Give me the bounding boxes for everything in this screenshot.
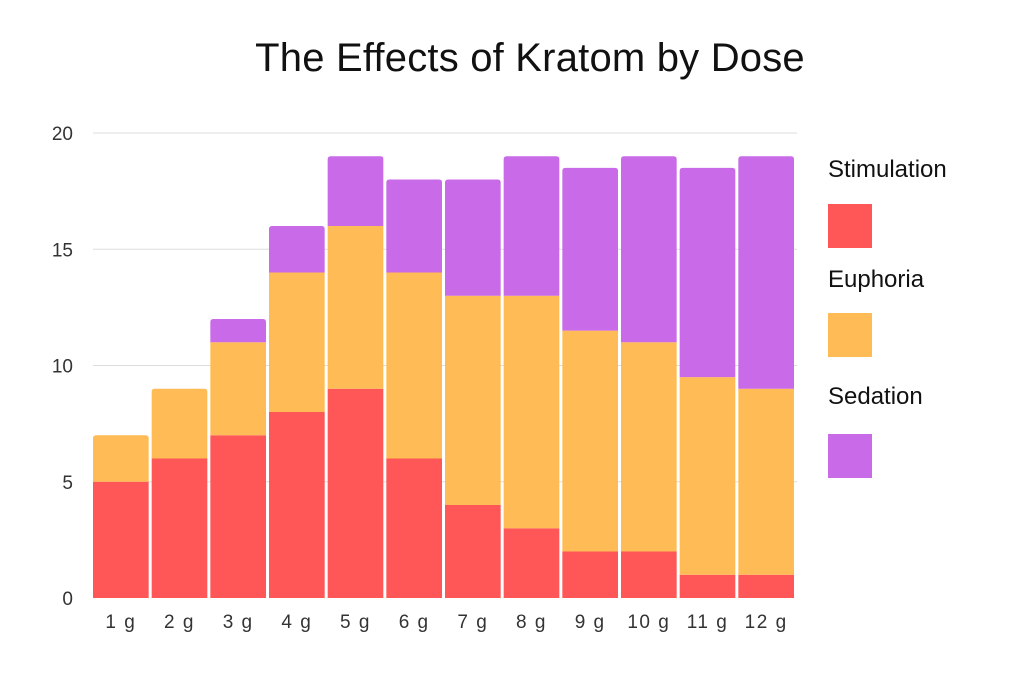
x-tick-label: 9 g bbox=[575, 612, 606, 633]
bar-segment-euphoria-8g bbox=[503, 295, 560, 529]
bar-segment-euphoria-9g bbox=[562, 330, 618, 552]
y-tick-label: 15 bbox=[52, 240, 73, 261]
bar-segment-stimulation-8g bbox=[503, 528, 560, 598]
bar-segment-stimulation-3g bbox=[210, 435, 266, 598]
x-tick-label: 5 g bbox=[340, 612, 371, 633]
y-tick-label: 10 bbox=[52, 357, 73, 378]
bar-segment-sedation-3g bbox=[210, 319, 266, 343]
bar-segment-sedation-8g bbox=[503, 156, 560, 296]
bar-segment-sedation-6g bbox=[386, 179, 442, 273]
bar-segment-euphoria-4g bbox=[269, 272, 325, 412]
bar-segment-sedation-5g bbox=[327, 156, 384, 226]
x-tick-label: 6 g bbox=[399, 612, 430, 633]
y-tick-label: 20 bbox=[52, 124, 73, 145]
x-tick-label: 3 g bbox=[223, 612, 254, 633]
bar-segment-euphoria-2g bbox=[151, 388, 208, 459]
legend-swatch-sedation bbox=[828, 434, 872, 478]
bars bbox=[93, 156, 794, 598]
bar-segment-stimulation-11g bbox=[679, 574, 736, 598]
bar-segment-sedation-12g bbox=[738, 156, 794, 389]
bar-segment-stimulation-4g bbox=[269, 412, 325, 598]
bar-segment-stimulation-1g bbox=[93, 481, 149, 598]
chart-title: The Effects of Kratom by Dose bbox=[255, 36, 805, 80]
bar-segment-sedation-10g bbox=[621, 156, 677, 343]
bar-segment-stimulation-5g bbox=[327, 388, 384, 598]
bar-segment-sedation-4g bbox=[269, 226, 325, 273]
bar-segment-sedation-9g bbox=[562, 167, 618, 331]
x-tick-label: 10 g bbox=[627, 612, 670, 633]
bar-segment-stimulation-6g bbox=[386, 458, 442, 598]
y-tick-label: 0 bbox=[62, 589, 73, 610]
x-tick-label: 2 g bbox=[164, 612, 195, 633]
legend-label-euphoria: Euphoria bbox=[828, 266, 925, 293]
y-axis-ticks: 0 5 10 15 20 bbox=[52, 124, 73, 610]
bar-segment-stimulation-9g bbox=[562, 551, 618, 598]
x-axis-ticks: 1 g 2 g 3 g 4 g 5 g 6 g 7 g 8 g 9 g 10 g 11 g 12 g bbox=[105, 612, 788, 633]
bar-segment-euphoria-12g bbox=[738, 388, 794, 575]
legend-swatch-stimulation bbox=[828, 204, 872, 248]
bar-segment-euphoria-1g bbox=[93, 435, 149, 482]
x-tick-label: 4 g bbox=[281, 612, 312, 633]
bar-segment-euphoria-5g bbox=[327, 226, 384, 389]
bar-segment-stimulation-2g bbox=[151, 458, 208, 598]
x-tick-label: 1 g bbox=[105, 612, 136, 633]
bar-segment-euphoria-7g bbox=[445, 295, 501, 505]
x-tick-label: 7 g bbox=[457, 612, 488, 633]
legend-swatch-euphoria bbox=[828, 313, 872, 357]
x-tick-label: 11 g bbox=[687, 612, 729, 633]
bar-segment-stimulation-10g bbox=[621, 551, 677, 598]
bar-segment-euphoria-11g bbox=[679, 377, 736, 575]
x-tick-label: 8 g bbox=[516, 612, 547, 633]
bar-segment-sedation-11g bbox=[679, 167, 736, 378]
bar-segment-euphoria-6g bbox=[386, 272, 442, 459]
y-tick-label: 5 bbox=[62, 473, 73, 494]
bar-segment-euphoria-10g bbox=[621, 342, 677, 552]
legend-label-sedation: Sedation bbox=[828, 383, 923, 410]
x-tick-label: 12 g bbox=[745, 612, 788, 633]
legend-label-stimulation: Stimulation bbox=[828, 156, 947, 183]
bar-segment-euphoria-3g bbox=[210, 342, 266, 436]
bar-segment-stimulation-12g bbox=[738, 574, 794, 598]
bar-segment-stimulation-7g bbox=[445, 505, 501, 598]
bar-segment-sedation-7g bbox=[445, 179, 501, 296]
